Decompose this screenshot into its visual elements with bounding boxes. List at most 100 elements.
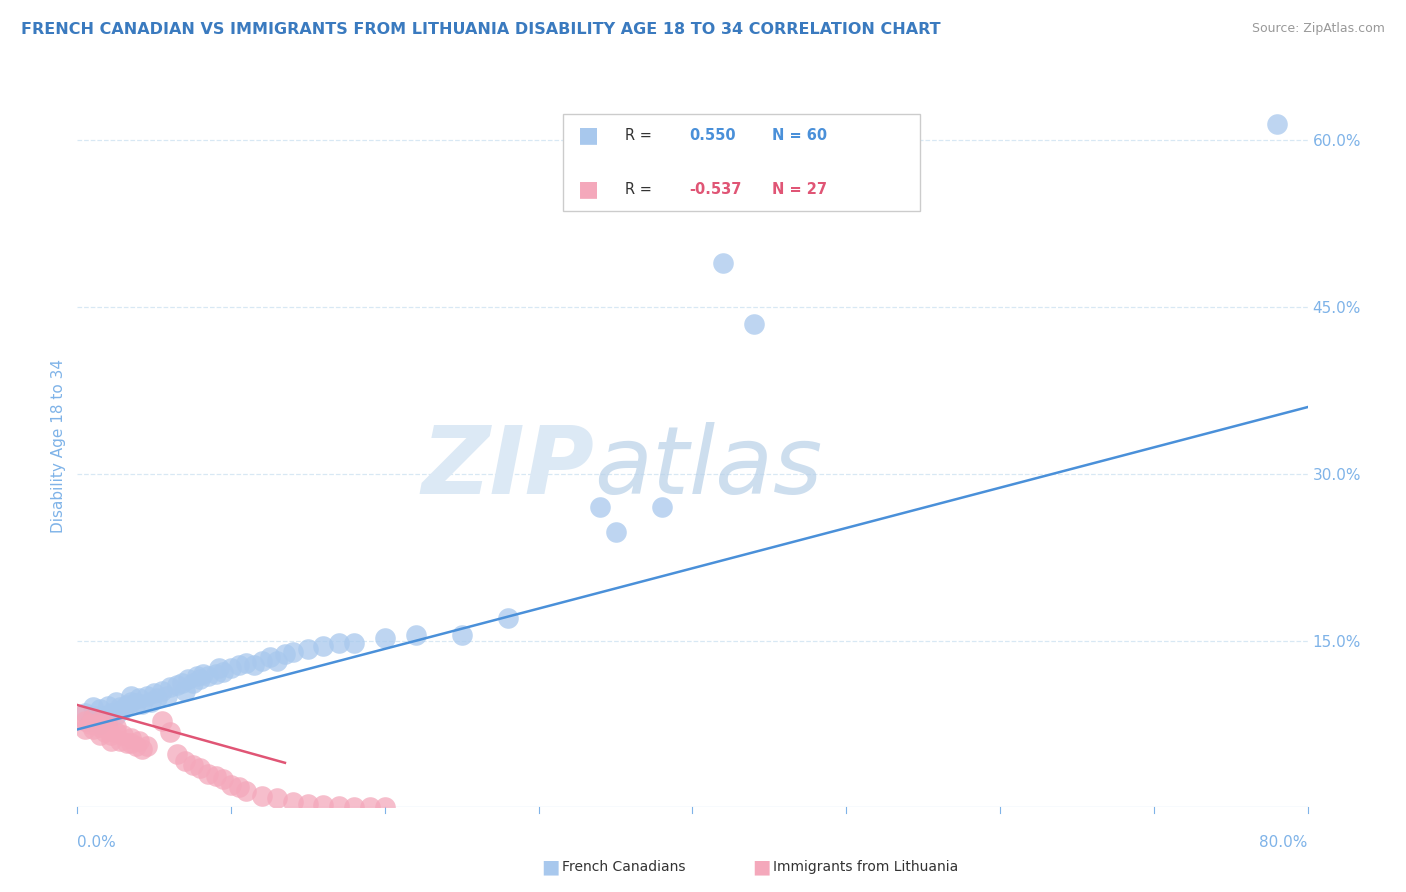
Point xyxy=(112,728,135,742)
Point xyxy=(120,689,142,703)
Point xyxy=(589,500,612,515)
Point xyxy=(228,780,250,795)
Text: 80.0%: 80.0% xyxy=(1260,835,1308,850)
Point xyxy=(79,714,101,728)
Point xyxy=(135,739,157,753)
Point xyxy=(104,708,127,723)
Point xyxy=(174,683,197,698)
Point xyxy=(235,783,257,797)
Text: Immigrants from Lithuania: Immigrants from Lithuania xyxy=(773,860,959,874)
Point xyxy=(143,686,166,700)
Point xyxy=(266,654,288,668)
Point xyxy=(110,733,132,747)
Point xyxy=(69,709,91,723)
Point xyxy=(243,657,266,672)
Point xyxy=(281,795,304,809)
Point xyxy=(89,702,111,716)
Point xyxy=(711,255,734,269)
Point xyxy=(155,689,177,703)
Point xyxy=(94,717,117,731)
Point xyxy=(166,678,188,692)
Point xyxy=(297,642,319,657)
Point xyxy=(115,698,138,712)
Point xyxy=(204,769,226,783)
Point xyxy=(204,666,226,681)
FancyBboxPatch shape xyxy=(564,113,920,211)
Point xyxy=(651,500,673,515)
Point xyxy=(250,789,273,804)
Point xyxy=(84,709,107,723)
Point xyxy=(104,724,127,739)
Point xyxy=(128,691,150,706)
Point xyxy=(235,656,257,670)
Text: FRENCH CANADIAN VS IMMIGRANTS FROM LITHUANIA DISABILITY AGE 18 TO 34 CORRELATION: FRENCH CANADIAN VS IMMIGRANTS FROM LITHU… xyxy=(21,22,941,37)
Point xyxy=(343,800,366,814)
Point xyxy=(94,709,117,723)
Point xyxy=(496,611,519,625)
Point xyxy=(150,683,173,698)
Point xyxy=(166,747,188,761)
Point xyxy=(605,524,627,539)
Point xyxy=(186,669,208,683)
Point xyxy=(374,800,396,814)
Point xyxy=(174,754,197,768)
Point xyxy=(73,706,96,720)
Point xyxy=(250,654,273,668)
Point xyxy=(312,639,335,653)
Point xyxy=(89,720,111,734)
Point xyxy=(212,772,235,787)
Point xyxy=(197,669,219,683)
Text: N = 60: N = 60 xyxy=(772,128,828,143)
Point xyxy=(359,800,381,814)
Point xyxy=(89,728,111,742)
Text: ■: ■ xyxy=(541,857,560,877)
Point xyxy=(181,675,204,690)
Point xyxy=(197,767,219,781)
Point xyxy=(159,680,181,694)
Point xyxy=(212,665,235,679)
Point xyxy=(135,689,157,703)
Text: R =: R = xyxy=(624,128,657,143)
Point xyxy=(193,666,215,681)
Point xyxy=(82,711,104,725)
Point xyxy=(100,706,122,720)
Point xyxy=(112,702,135,716)
Point xyxy=(170,675,193,690)
Point xyxy=(110,700,132,714)
Point xyxy=(328,799,350,814)
Text: N = 27: N = 27 xyxy=(772,182,827,197)
Point xyxy=(208,661,231,675)
Point xyxy=(177,673,200,687)
Point xyxy=(228,657,250,672)
Point xyxy=(100,728,122,742)
Point xyxy=(188,761,212,775)
Text: French Canadians: French Canadians xyxy=(562,860,686,874)
Point xyxy=(89,714,111,728)
Point xyxy=(97,720,120,734)
Point xyxy=(312,798,335,813)
Point xyxy=(259,650,281,665)
Text: atlas: atlas xyxy=(595,422,823,513)
Point xyxy=(343,636,366,650)
Point xyxy=(219,778,242,792)
Point xyxy=(125,696,148,710)
Point xyxy=(188,673,212,687)
Point xyxy=(1265,117,1288,131)
Point xyxy=(219,661,242,675)
Point xyxy=(104,695,127,709)
Point xyxy=(82,723,104,737)
Point xyxy=(73,714,96,728)
Point xyxy=(159,724,181,739)
Point xyxy=(297,797,319,811)
Point xyxy=(89,717,111,731)
Point xyxy=(141,695,163,709)
Point xyxy=(104,720,127,734)
Point xyxy=(73,723,96,737)
Point xyxy=(84,717,107,731)
Point xyxy=(120,731,142,746)
Point xyxy=(94,724,117,739)
Point xyxy=(274,647,297,661)
Y-axis label: Disability Age 18 to 34: Disability Age 18 to 34 xyxy=(51,359,66,533)
Text: Source: ZipAtlas.com: Source: ZipAtlas.com xyxy=(1251,22,1385,36)
Text: ■: ■ xyxy=(578,179,599,200)
